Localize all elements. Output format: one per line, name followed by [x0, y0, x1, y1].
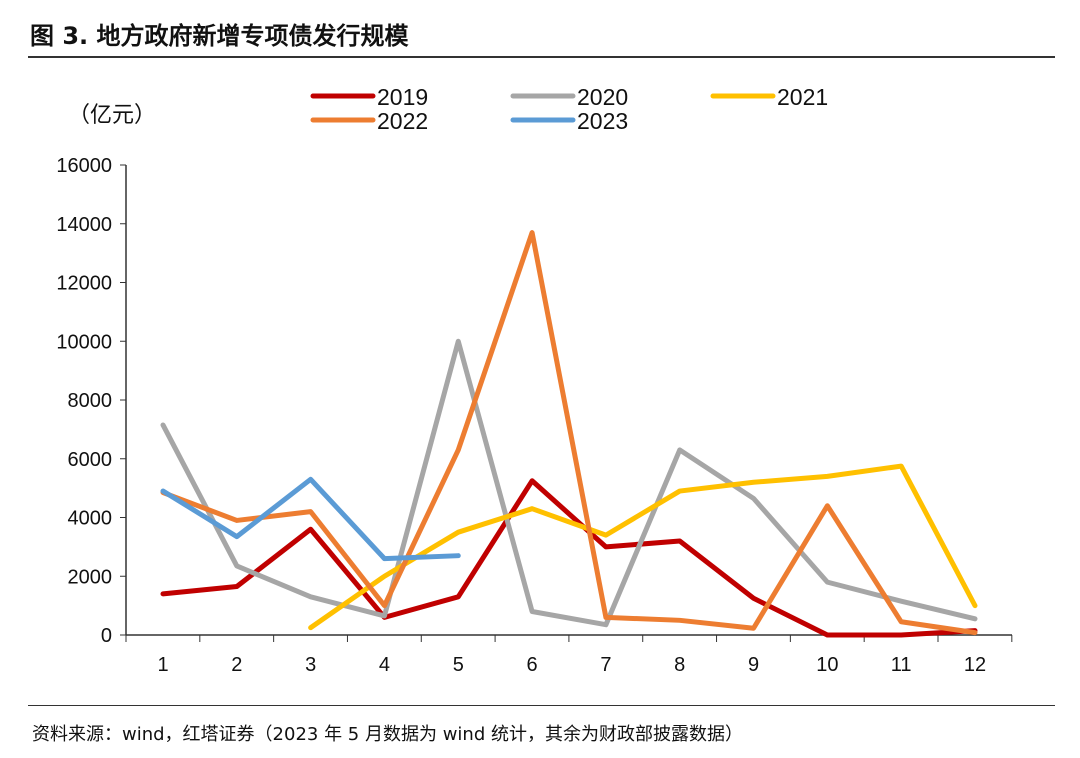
y-tick-label: 6000 [68, 449, 113, 471]
legend-label-2019: 2019 [377, 84, 428, 110]
series-line-2020 [160, 338, 978, 628]
y-tick-label: 12000 [56, 273, 112, 295]
y-tick-label: 16000 [56, 155, 112, 177]
x-tick-label: 10 [816, 654, 838, 676]
legend-label-2020: 2020 [577, 84, 628, 110]
series-line-2023 [160, 476, 461, 562]
x-tick-label: 8 [674, 654, 685, 676]
x-tick-label: 5 [453, 654, 464, 676]
legend-label-2022: 2022 [377, 108, 428, 134]
title-rule [28, 56, 1055, 58]
x-tick-label: 6 [527, 654, 538, 676]
x-tick-label: 3 [305, 654, 316, 676]
y-tick-label: 0 [101, 625, 112, 647]
x-tick-label: 4 [379, 654, 390, 676]
series-line-2022 [160, 230, 978, 636]
x-tick-label: 9 [748, 654, 759, 676]
footer-rule [28, 705, 1055, 706]
y-tick-label: 2000 [68, 566, 113, 588]
x-tick-label: 11 [891, 654, 912, 676]
figure-title: 图 3. 地方政府新增专项债发行规模 [30, 22, 409, 50]
legend-label-2021: 2021 [777, 84, 828, 110]
y-tick-label: 4000 [68, 508, 113, 530]
x-tick-label: 12 [964, 654, 986, 676]
source-note: 资料来源：wind，红塔证券（2023 年 5 月数据为 wind 统计，其余为… [32, 724, 743, 745]
series-line-2021 [308, 463, 978, 631]
y-axis-label: （亿元） [68, 102, 156, 127]
y-tick-label: 10000 [56, 331, 112, 353]
x-tick-label: 1 [157, 654, 168, 676]
series-line-2019 [160, 478, 978, 638]
x-tick-label: 2 [231, 654, 242, 676]
legend-label-2023: 2023 [577, 108, 628, 134]
y-tick-label: 8000 [68, 390, 113, 412]
y-tick-label: 14000 [56, 214, 112, 236]
x-tick-label: 7 [600, 654, 611, 676]
